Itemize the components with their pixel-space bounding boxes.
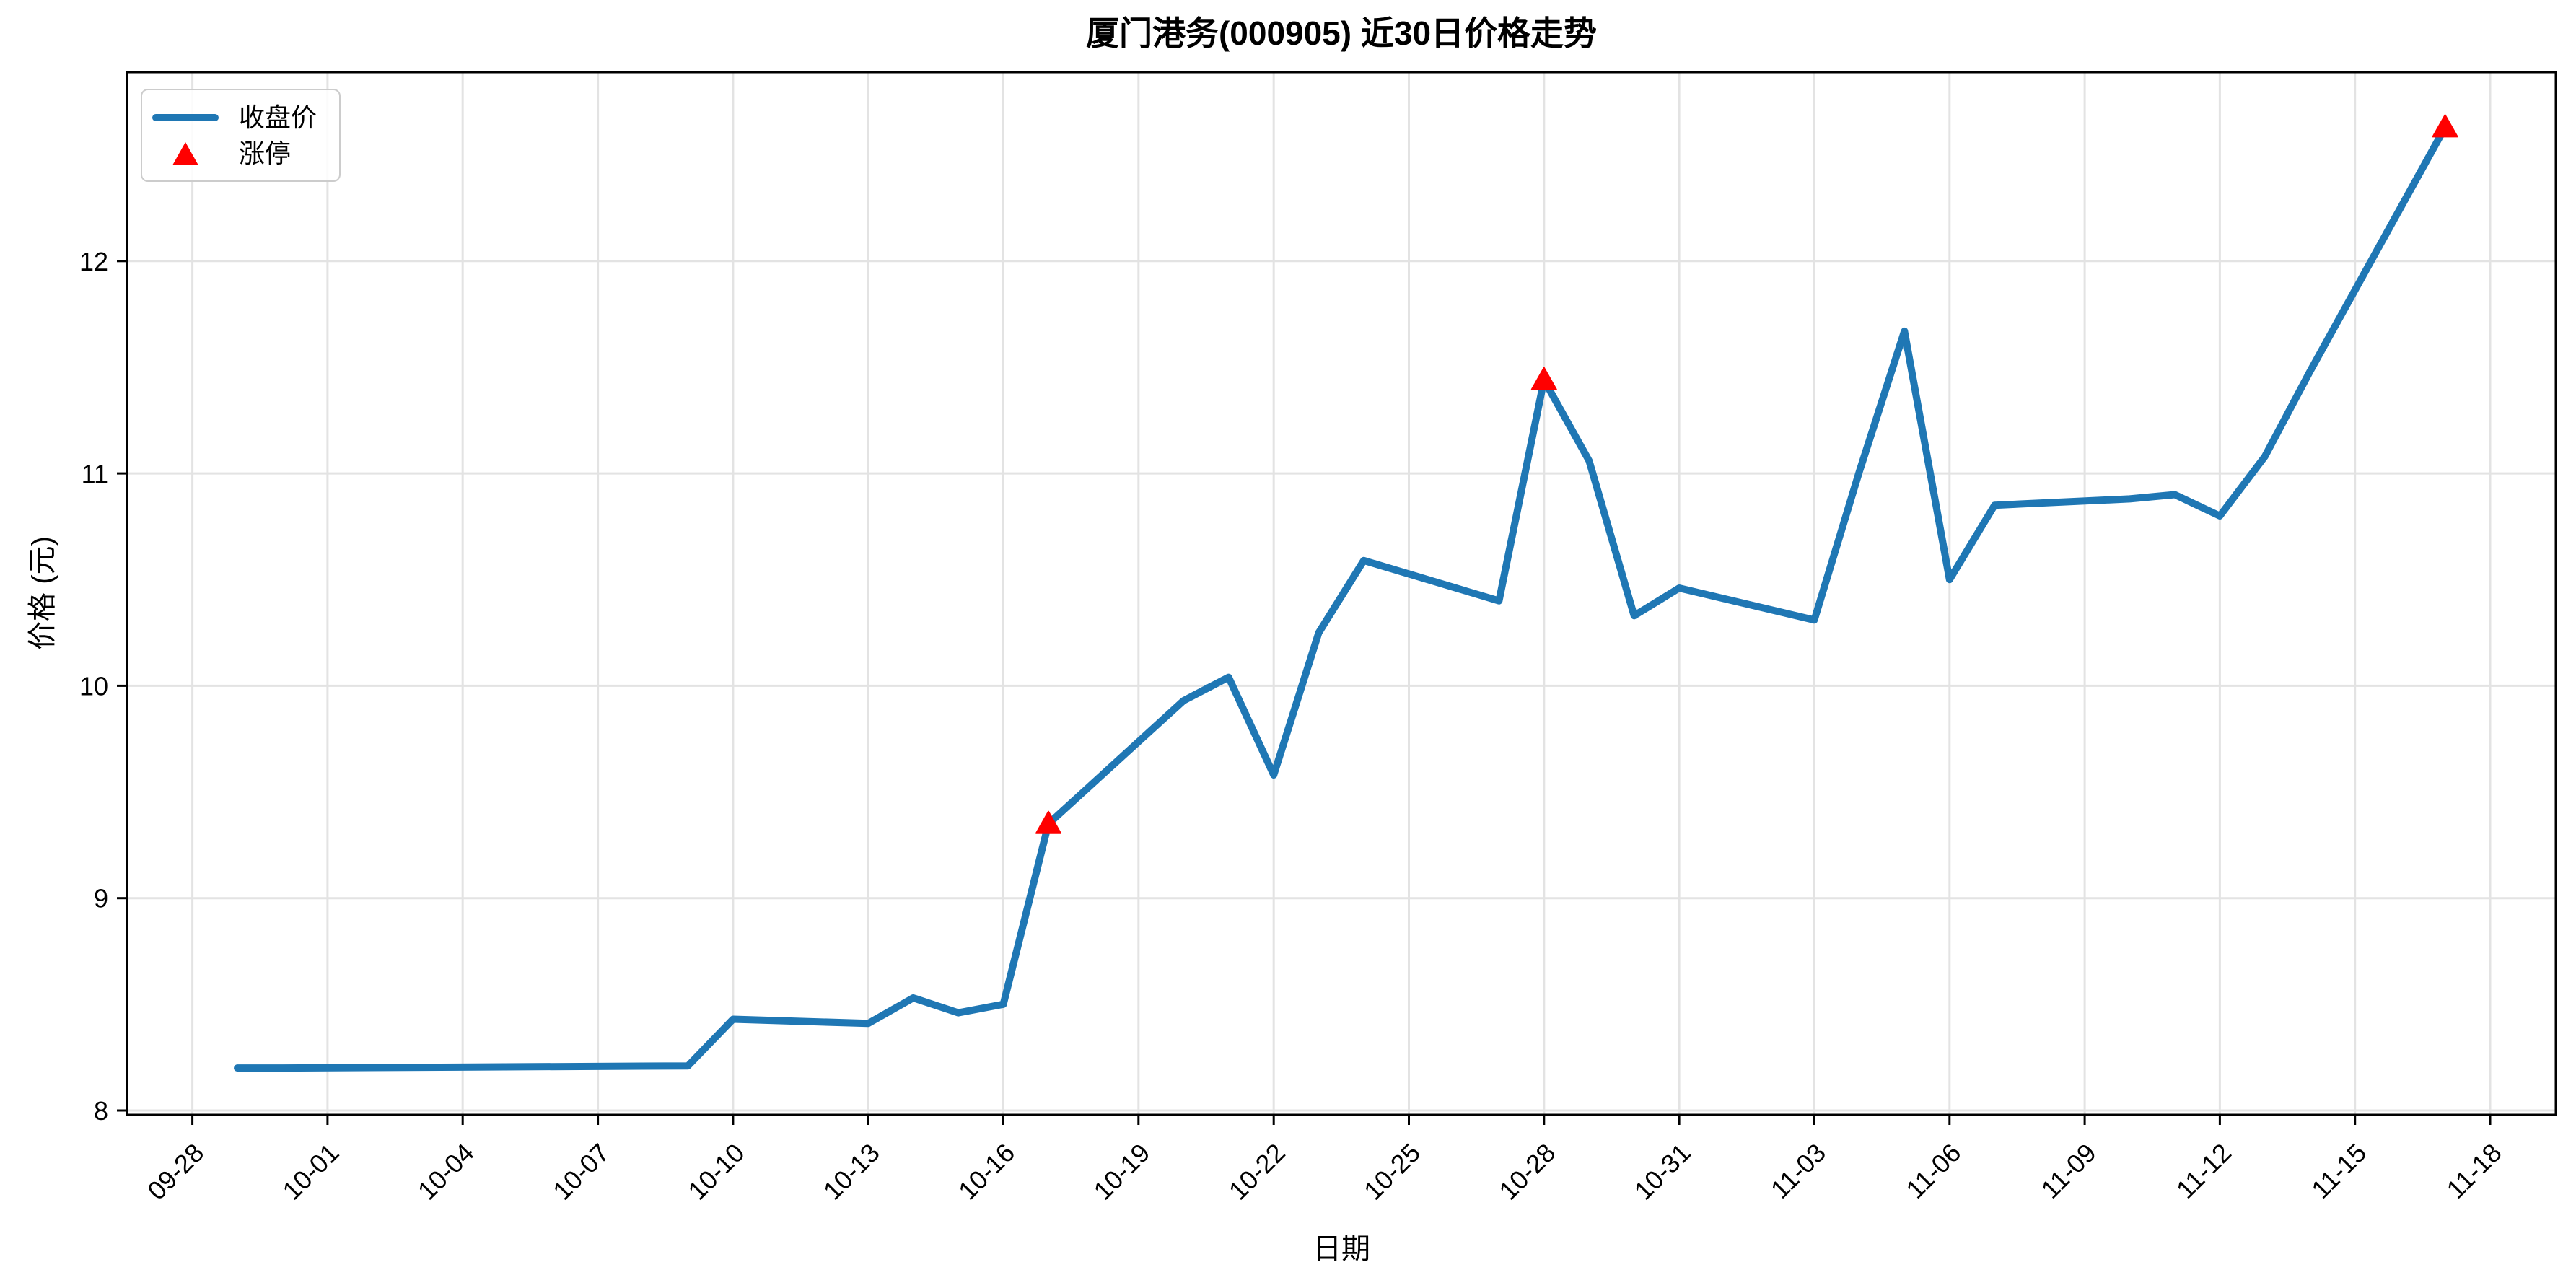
y-tick-label: 11	[82, 459, 108, 488]
x-tick-label: 10-07	[547, 1138, 615, 1206]
x-tick-label: 11-06	[1900, 1138, 1966, 1204]
limit-up-triangle-icon	[152, 141, 219, 165]
chart-title: 厦门港务(000905) 近30日价格走势	[1085, 14, 1598, 52]
x-tick-label: 09-28	[141, 1138, 209, 1206]
axis-ticks	[117, 260, 2492, 1125]
legend-label-limit-up: 涨停	[239, 138, 292, 168]
close-price-line-icon	[152, 113, 219, 121]
x-tick-label: 11-18	[2440, 1138, 2507, 1204]
limit-up-marker-icon	[2432, 114, 2458, 138]
x-axis-label: 日期	[1313, 1233, 1370, 1265]
tick-labels: 8 9 10 11 12 09-28 10-01 10-04 10-07 10-10 10-13 10…	[79, 247, 2507, 1206]
x-tick-label: 11-12	[2170, 1138, 2237, 1204]
x-tick-label: 10-28	[1493, 1138, 1561, 1206]
y-tick-label: 10	[79, 671, 108, 701]
x-tick-label: 11-15	[2305, 1138, 2372, 1204]
limit-up-marker-icon	[1530, 367, 1557, 390]
legend: 收盘价 涨停	[141, 89, 341, 182]
x-tick-label: 10-22	[1223, 1138, 1291, 1206]
x-tick-label: 11-09	[2036, 1138, 2102, 1204]
y-axis-label: 价格 (元)	[27, 536, 58, 650]
y-tick-label: 8	[94, 1096, 108, 1126]
x-tick-label: 11-03	[1765, 1138, 1831, 1204]
x-tick-label: 10-10	[682, 1138, 750, 1206]
limit-up-marker-icon	[1035, 810, 1061, 834]
x-tick-label: 10-25	[1358, 1138, 1426, 1206]
y-tick-label: 12	[79, 247, 108, 276]
legend-label-close-price: 收盘价	[239, 102, 317, 132]
x-tick-label: 10-01	[276, 1138, 344, 1206]
x-tick-label: 10-19	[1087, 1138, 1155, 1206]
legend-item-limit-up: 涨停	[152, 138, 339, 168]
axes-border	[126, 71, 2557, 1116]
y-tick-label: 9	[94, 884, 108, 913]
grid-lines	[127, 72, 2556, 1115]
legend-item-close-price: 收盘价	[152, 102, 339, 132]
x-tick-label: 10-31	[1629, 1138, 1696, 1206]
limit-up-markers	[1035, 114, 2458, 834]
x-tick-label: 10-04	[412, 1138, 480, 1206]
x-tick-label: 10-16	[952, 1138, 1020, 1206]
x-tick-label: 10-13	[818, 1138, 885, 1206]
close-price-line	[234, 123, 2449, 1072]
